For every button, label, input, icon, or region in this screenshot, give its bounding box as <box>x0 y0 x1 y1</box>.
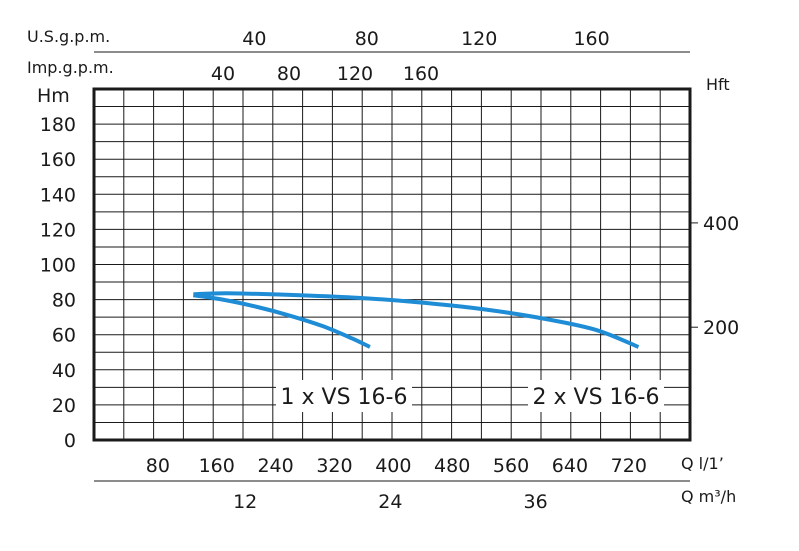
head-m-axis-label: Hm <box>37 85 70 107</box>
tick-head-m: 20 <box>52 395 76 417</box>
tick-head-m: 60 <box>52 325 76 347</box>
series-label-1: 1 x VS 16-6 <box>276 380 412 412</box>
tick-flow-lpm: 80 <box>146 455 170 477</box>
tick-flow-lpm: 240 <box>257 455 293 477</box>
tick-head-m: 120 <box>40 219 76 241</box>
tick-head-ft: 400 <box>703 213 739 235</box>
tick-flow-impgpm: 40 <box>211 63 235 85</box>
tick-flow-m3h: 36 <box>524 491 548 513</box>
tick-flow-m3h: 12 <box>233 491 257 513</box>
curves <box>193 291 640 349</box>
usgpm-axis-label: U.S.g.p.m. <box>27 27 110 46</box>
tick-flow-usgpm: 120 <box>461 28 497 50</box>
tick-flow-lpm: 160 <box>199 455 235 477</box>
curve-series-2 <box>193 291 640 349</box>
curve-series-1 <box>193 293 371 349</box>
tick-head-m: 0 <box>64 430 76 452</box>
tick-flow-lpm: 480 <box>434 455 470 477</box>
head-ft-axis-label: Hft <box>706 75 730 94</box>
tick-flow-lpm: 400 <box>375 455 411 477</box>
series-label-1-text: 1 x VS 16-6 <box>281 385 408 410</box>
lpm-axis-label: Q l/1’ <box>681 454 724 473</box>
tick-head-ft: 200 <box>703 317 739 339</box>
tick-head-m: 100 <box>40 255 76 277</box>
tick-flow-lpm: 720 <box>611 455 647 477</box>
tick-labels: 0 20 40 60 80 100 120 140 160 180 200 400 80 160 240 32… <box>40 28 740 513</box>
tick-flow-impgpm: 80 <box>277 63 301 85</box>
tick-head-m: 40 <box>52 360 76 382</box>
tick-flow-lpm: 320 <box>316 455 352 477</box>
impgpm-axis-label: Imp.g.p.m. <box>27 58 114 77</box>
series-label-2: 2 x VS 16-6 <box>528 380 664 412</box>
tick-head-m: 140 <box>40 184 76 206</box>
tick-head-m: 80 <box>52 290 76 312</box>
tick-head-m: 180 <box>40 114 76 136</box>
tick-flow-usgpm: 80 <box>355 28 379 50</box>
series-label-2-text: 2 x VS 16-6 <box>533 385 660 410</box>
tick-flow-impgpm: 160 <box>403 63 439 85</box>
tick-flow-lpm: 640 <box>552 455 588 477</box>
m3h-axis-label: Q m³/h <box>681 487 736 506</box>
tick-flow-lpm: 560 <box>493 455 529 477</box>
tick-flow-usgpm: 160 <box>573 28 609 50</box>
tick-flow-impgpm: 120 <box>337 63 373 85</box>
plot-frame <box>92 87 692 442</box>
tick-flow-usgpm: 40 <box>242 28 266 50</box>
tick-flow-m3h: 24 <box>378 491 402 513</box>
tick-head-m: 160 <box>40 149 76 171</box>
grid <box>94 89 690 440</box>
